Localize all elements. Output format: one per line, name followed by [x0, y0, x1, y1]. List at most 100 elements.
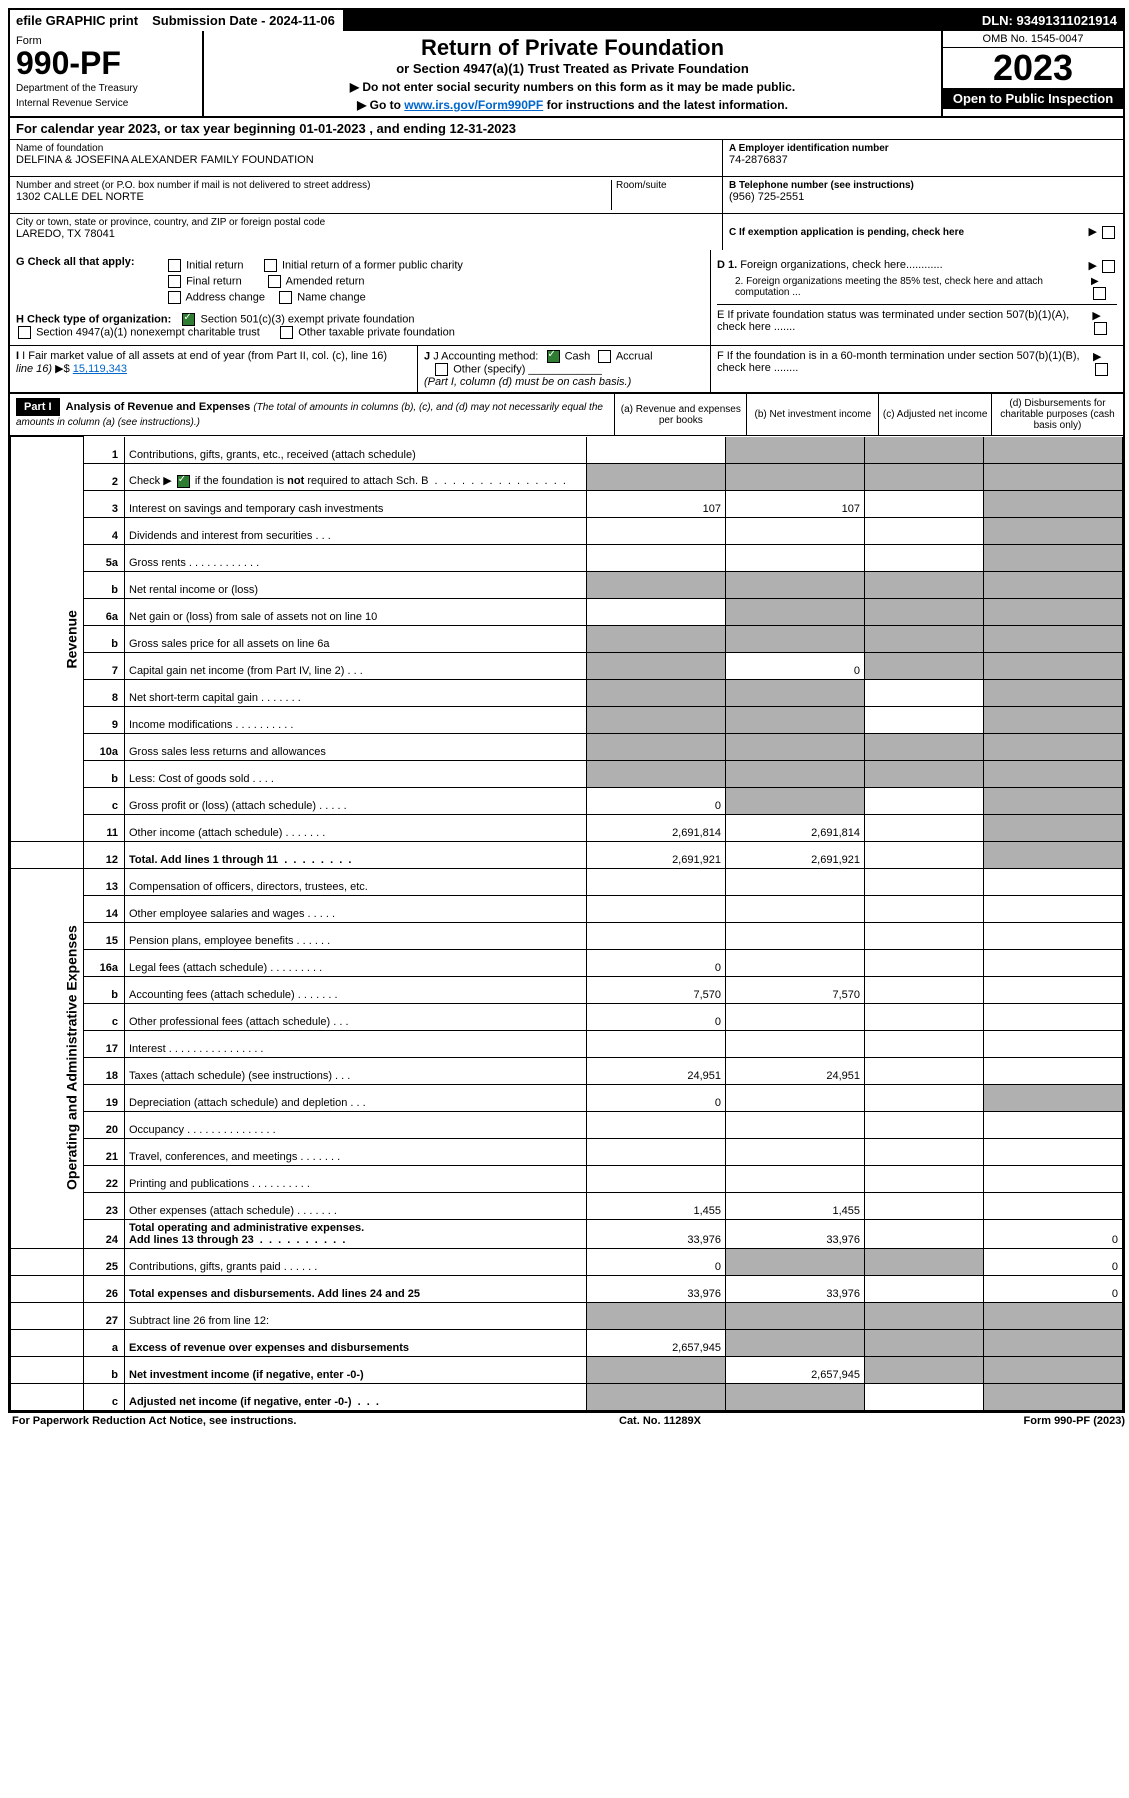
calendar-year-line: For calendar year 2023, or tax year begi…: [10, 118, 1123, 140]
header-left: Form 990-PF Department of the Treasury I…: [10, 31, 204, 116]
city-value: LAREDO, TX 78041: [16, 228, 716, 240]
table-row: 20Occupancy . . . . . . . . . . . . . . …: [11, 1111, 1123, 1138]
table-row: 24Total operating and administrative exp…: [11, 1219, 1123, 1248]
d1-row: D 1. Foreign organizations, check here..…: [717, 259, 1117, 273]
dln-label: DLN: 93491311021914: [976, 10, 1123, 31]
g-row3: Address change Name change: [166, 291, 463, 304]
dept-treasury: Department of the Treasury: [16, 83, 196, 94]
j-accrual: Accrual: [616, 350, 653, 362]
checkbox-icon[interactable]: [279, 291, 292, 304]
checkbox-icon[interactable]: [177, 475, 190, 488]
footer-mid: Cat. No. 11289X: [619, 1415, 701, 1427]
checkbox-icon[interactable]: [547, 350, 560, 363]
table-row: cOther professional fees (attach schedul…: [11, 1003, 1123, 1030]
phone-label: B Telephone number (see instructions): [729, 180, 1117, 191]
table-row: 25Contributions, gifts, grants paid . . …: [11, 1248, 1123, 1275]
id-left: Name of foundation DELFINA & JOSEFINA AL…: [10, 140, 722, 250]
note-goto: ▶ Go to www.irs.gov/Form990PF for instru…: [214, 98, 931, 112]
form-container: efile GRAPHIC print Submission Date - 20…: [8, 8, 1125, 1413]
i-arrow: ▶$: [55, 363, 70, 375]
g-opt-0: Initial return: [186, 259, 243, 271]
checkbox-icon[interactable]: [168, 259, 181, 272]
table-row: 21Travel, conferences, and meetings . . …: [11, 1138, 1123, 1165]
part1-title: Analysis of Revenue and Expenses: [66, 401, 251, 413]
open-inspection: Open to Public Inspection: [943, 88, 1123, 109]
table-row: 8Net short-term capital gain . . . . . .…: [11, 679, 1123, 706]
g-opt-1: Initial return of a former public charit…: [282, 259, 463, 271]
note-ssn: ▶ Do not enter social security numbers o…: [214, 80, 931, 94]
part1-title-cell: Part I Analysis of Revenue and Expenses …: [10, 394, 614, 435]
h-opt1: Section 501(c)(3) exempt private foundat…: [200, 313, 414, 325]
e-label: E If private foundation status was termi…: [717, 309, 1092, 335]
table-row: 14Other employee salaries and wages . . …: [11, 895, 1123, 922]
topbar-spacer: [343, 10, 976, 31]
g-label: G Check all that apply:: [16, 256, 166, 307]
table-row: 11Other income (attach schedule) . . . .…: [11, 814, 1123, 841]
g-opt-2: Final return: [186, 275, 242, 287]
top-bar: efile GRAPHIC print Submission Date - 20…: [10, 10, 1123, 31]
tax-year: 2023: [943, 48, 1123, 88]
f-label: F If the foundation is in a 60-month ter…: [717, 350, 1093, 376]
checkbox-icon[interactable]: [1095, 363, 1108, 376]
table-row: Operating and Administrative Expenses 13…: [11, 868, 1123, 895]
footer-left: For Paperwork Reduction Act Notice, see …: [12, 1415, 296, 1427]
e-row: E If private foundation status was termi…: [717, 304, 1117, 335]
header-right: OMB No. 1545-0047 2023 Open to Public In…: [941, 31, 1123, 116]
table-row: 23Other expenses (attach schedule) . . .…: [11, 1192, 1123, 1219]
j-block: J J Accounting method: Cash Accrual Othe…: [417, 346, 710, 392]
table-row: bLess: Cost of goods sold . . . .: [11, 760, 1123, 787]
checkbox-icon[interactable]: [598, 350, 611, 363]
footer-row: For Paperwork Reduction Act Notice, see …: [8, 1413, 1129, 1429]
form-link[interactable]: www.irs.gov/Form990PF: [404, 98, 543, 112]
g-opt-5: Name change: [297, 291, 366, 303]
table-row: bAccounting fees (attach schedule) . . .…: [11, 976, 1123, 1003]
table-row: 4Dividends and interest from securities …: [11, 517, 1123, 544]
checkbox-icon[interactable]: [264, 259, 277, 272]
header-center: Return of Private Foundation or Section …: [204, 31, 941, 116]
checkbox-icon[interactable]: [435, 363, 448, 376]
part1-badge: Part I: [16, 398, 60, 416]
checkbox-icon[interactable]: [18, 326, 31, 339]
phone-value: (956) 725-2551: [729, 191, 1117, 203]
checkbox-icon[interactable]: [1102, 226, 1115, 239]
table-row: 16aLegal fees (attach schedule) . . . . …: [11, 949, 1123, 976]
checkbox-icon[interactable]: [168, 275, 181, 288]
omb-number: OMB No. 1545-0047: [943, 31, 1123, 48]
col-c-header: (c) Adjusted net income: [878, 394, 991, 435]
table-row: 12Total. Add lines 1 through 11 . . . . …: [11, 841, 1123, 868]
identity-block: Name of foundation DELFINA & JOSEFINA AL…: [10, 140, 1123, 250]
j-label: J Accounting method:: [433, 350, 538, 362]
table-row: 6aNet gain or (loss) from sale of assets…: [11, 598, 1123, 625]
form-number: 990-PF: [16, 47, 196, 79]
checkbox-icon[interactable]: [168, 291, 181, 304]
city-row: City or town, state or province, country…: [10, 214, 722, 250]
exemption-check: ▶: [1088, 225, 1117, 239]
irs-label: Internal Revenue Service: [16, 98, 196, 109]
city-label: City or town, state or province, country…: [16, 217, 716, 228]
g-right: D 1. Foreign organizations, check here..…: [710, 250, 1117, 345]
h-opt3: Other taxable private foundation: [298, 326, 455, 338]
checkbox-icon[interactable]: [182, 313, 195, 326]
checkbox-icon[interactable]: [1093, 287, 1106, 300]
checkbox-icon[interactable]: [1102, 260, 1115, 273]
name-label: Name of foundation: [16, 143, 716, 154]
submission-date: Submission Date - 2024-11-06: [146, 10, 343, 31]
ein-value: 74-2876837: [729, 154, 1117, 166]
table-row: 3Interest on savings and temporary cash …: [11, 490, 1123, 517]
checkbox-icon[interactable]: [280, 326, 293, 339]
col-d-header: (d) Disbursements for charitable purpose…: [991, 394, 1123, 435]
goto-post: for instructions and the latest informat…: [543, 98, 788, 112]
foundation-name-row: Name of foundation DELFINA & JOSEFINA AL…: [10, 140, 722, 177]
j-note: (Part I, column (d) must be on cash basi…: [424, 376, 631, 388]
table-row: bNet investment income (if negative, ent…: [11, 1356, 1123, 1383]
g-opt-4: Address change: [185, 291, 265, 303]
table-row: aExcess of revenue over expenses and dis…: [11, 1329, 1123, 1356]
table-row: 18Taxes (attach schedule) (see instructi…: [11, 1057, 1123, 1084]
room-label: Room/suite: [616, 180, 716, 191]
checkbox-icon[interactable]: [268, 275, 281, 288]
part1-header-row: Part I Analysis of Revenue and Expenses …: [10, 394, 1123, 436]
h-block: H Check type of organization: Section 50…: [16, 313, 716, 339]
h-opt2: Section 4947(a)(1) nonexempt charitable …: [36, 326, 260, 338]
section-g: G Check all that apply: Initial return I…: [10, 250, 1123, 346]
checkbox-icon[interactable]: [1094, 322, 1107, 335]
